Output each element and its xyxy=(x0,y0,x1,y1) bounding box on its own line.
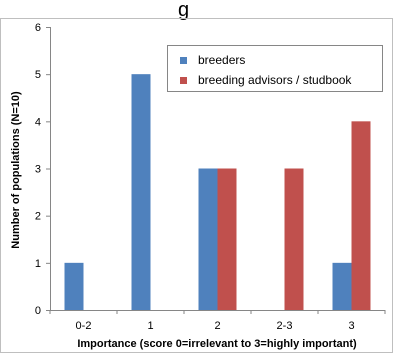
bar-breeding-advisors xyxy=(284,168,304,310)
y-tick-labels: 0 1 2 3 4 5 6 xyxy=(35,22,50,317)
x-tick-label: 3 xyxy=(348,320,354,332)
y-tick-label: 1 xyxy=(35,258,41,270)
x-tick-label: 1 xyxy=(147,320,153,332)
y-tick-label: 4 xyxy=(35,116,41,128)
y-tick-label: 2 xyxy=(35,211,41,223)
y-tick-label: 6 xyxy=(35,22,41,34)
x-tick-label: 0-2 xyxy=(76,320,92,332)
y-tick-label: 5 xyxy=(35,69,41,81)
legend-swatch-breeders xyxy=(180,57,187,64)
x-tick-label: 2 xyxy=(214,320,220,332)
legend-swatch-breeding-advisors xyxy=(180,77,187,84)
y-tick-label: 0 xyxy=(35,305,41,317)
x-tick-label: 2-3 xyxy=(277,320,293,332)
legend-label-breeding-advisors: breeding advisors / studbook xyxy=(198,73,352,87)
bars-layer xyxy=(64,74,371,311)
x-axis-title: Importance (score 0=irrelevant to 3=high… xyxy=(77,338,357,350)
bar-breeding-advisors xyxy=(351,121,371,310)
y-axis-title: Number of populations (N=10) xyxy=(10,91,22,249)
legend: breeders breeding advisors / studbook xyxy=(167,45,383,92)
bar-breeders xyxy=(131,74,151,311)
bar-breeders xyxy=(64,262,84,310)
x-tick-labels: 0-2 1 2 2-3 3 xyxy=(49,310,386,332)
header-fragment: g xyxy=(178,0,189,21)
bar-breeders xyxy=(332,262,352,310)
legend-label-breeders: breeders xyxy=(198,53,245,67)
bar-breeders xyxy=(198,168,218,310)
bar-breeding-advisors xyxy=(217,168,237,310)
y-tick-label: 3 xyxy=(35,164,41,176)
legend-box xyxy=(167,45,383,92)
